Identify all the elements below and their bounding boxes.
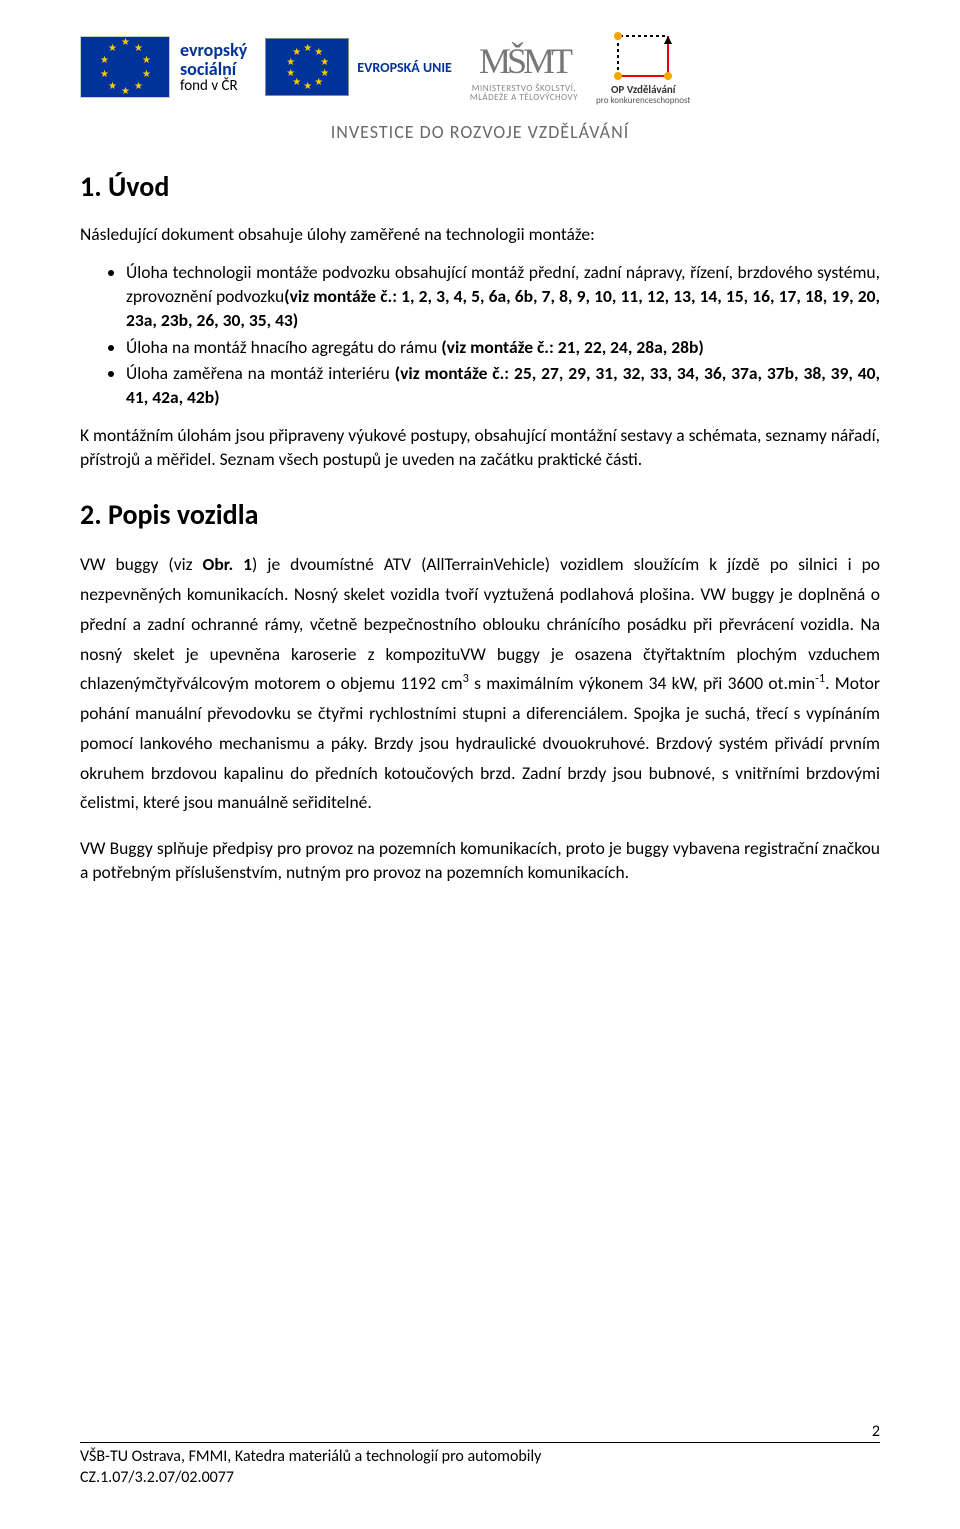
header-logos: ★ ★ ★ ★ ★ ★ ★ ★ ★ ★ evropský sociální fo…: [80, 30, 880, 105]
bullet-3-pre: Úloha zaměřena na montáž interiéru: [126, 362, 395, 384]
logo-msmt: MŠMT MINISTERSTVO ŠKOLSTVÍ, MLÁDEŽE A TĚ…: [470, 32, 578, 104]
msmt-icon: MŠMT: [483, 32, 565, 82]
op-text: OP Vzdělávání pro konkurenceschopnost: [596, 84, 690, 105]
op-subtitle: pro konkurenceschopnost: [596, 96, 690, 105]
footer-line1: VŠB-TU Ostrava, FMMI, Katedra materiálů …: [80, 1447, 541, 1468]
document-page: ★ ★ ★ ★ ★ ★ ★ ★ ★ ★ evropský sociální fo…: [0, 0, 960, 1529]
heading-uvod: 1. Úvod: [80, 169, 880, 204]
popis-paragraph-1: VW buggy (viz Obr. 1) je dvoumístné ATV …: [80, 550, 880, 818]
esf-line3: fond v ČR: [180, 79, 247, 95]
esf-line2: sociální: [180, 60, 247, 79]
page-number: 2: [872, 1422, 880, 1441]
p1-c: s maximálním výkonem 34 kW, při 3600 ot.…: [469, 672, 815, 694]
eu-flag-icon: ★ ★ ★ ★ ★ ★ ★ ★ ★ ★: [265, 38, 349, 96]
msmt-text: MINISTERSTVO ŠKOLSTVÍ, MLÁDEŽE A TĚLOVÝC…: [470, 84, 578, 104]
footer: 2 VŠB-TU Ostrava, FMMI, Katedra materiál…: [80, 1442, 880, 1489]
bullet-2-bold: (viz montáže č.: 21, 22, 24, 28a, 28b): [441, 336, 704, 358]
bullet-list: Úloha technologii montáže podvozku obsah…: [80, 260, 880, 409]
logo-op: OP Vzdělávání pro konkurenceschopnost: [596, 30, 690, 105]
heading-popis: 2. Popis vozidla: [80, 497, 880, 532]
footer-line2: CZ.1.07/3.2.07/02.0077: [80, 1468, 541, 1489]
esf-line1: evropský: [180, 41, 247, 60]
footer-rule: [80, 1442, 880, 1443]
esf-text: evropský sociální fond v ČR: [180, 41, 247, 95]
eu-label: EVROPSKÁ UNIE: [357, 59, 452, 76]
op-icon: [612, 30, 674, 82]
msmt-line2: MLÁDEŽE A TĚLOVÝCHOVY: [470, 93, 578, 103]
p1-sup2: -1: [815, 671, 825, 686]
esf-flag-icon: ★ ★ ★ ★ ★ ★ ★ ★ ★ ★: [80, 36, 170, 98]
footer-text: VŠB-TU Ostrava, FMMI, Katedra materiálů …: [80, 1447, 541, 1489]
intro-paragraph: Následující dokument obsahuje úlohy zamě…: [80, 222, 880, 246]
post-bullets-paragraph: K montážním úlohám jsou připraveny výuko…: [80, 423, 880, 471]
bullet-item-3: Úloha zaměřena na montáž interiéru (viz …: [126, 361, 880, 409]
p1-a: VW buggy (viz: [80, 553, 203, 575]
invest-tagline: INVESTICE DO ROZVOJE VZDĚLÁVÁNÍ: [80, 121, 880, 143]
logo-esf: ★ ★ ★ ★ ★ ★ ★ ★ ★ ★ evropský sociální fo…: [80, 36, 247, 98]
p1-bold: Obr. 1: [203, 553, 252, 575]
bullet-2-pre: Úloha na montáž hnacího agregátu do rámu: [126, 336, 441, 358]
bullet-item-1: Úloha technologii montáže podvozku obsah…: [126, 260, 880, 332]
popis-paragraph-2: VW Buggy splňuje předpisy pro provoz na …: [80, 836, 880, 884]
op-title: OP Vzdělávání: [596, 84, 690, 96]
logo-eu: ★ ★ ★ ★ ★ ★ ★ ★ ★ ★ EVROPSKÁ UNIE: [265, 38, 452, 96]
bullet-item-2: Úloha na montáž hnacího agregátu do rámu…: [126, 335, 880, 359]
